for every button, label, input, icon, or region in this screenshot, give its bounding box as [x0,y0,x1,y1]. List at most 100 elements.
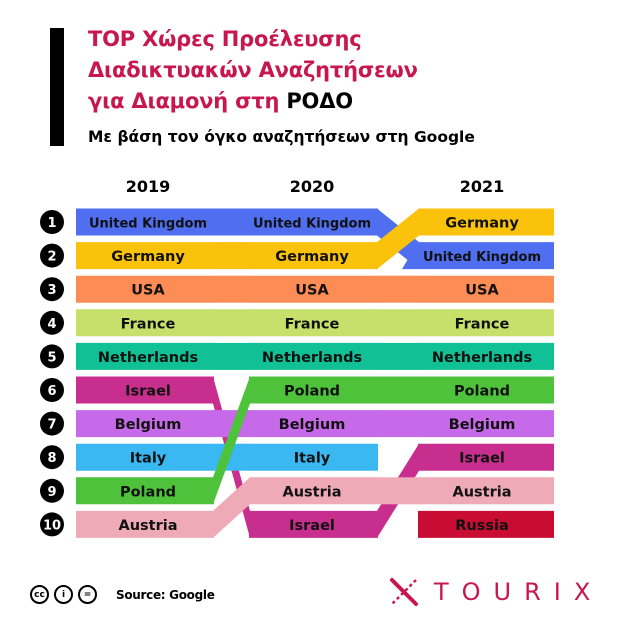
rank-label-3: 3 [47,283,56,298]
series-israel: Israel Israel Israel [76,376,554,538]
label-israel-2019: Israel [125,384,171,400]
title-line-2: Διαδικτυακών Αναζητήσεων [88,58,418,82]
label-italy-2019: Italy [130,451,167,467]
bar-usa-2021 [418,275,554,303]
brand-name: TOURIX [434,578,604,606]
chart-title: TOP Χώρες Προέλευσης Διαδικτυακών Αναζητ… [88,24,418,117]
rank-badge-4 [40,310,64,335]
connector-usa-0 [213,275,250,303]
connector-poland-1 [377,376,419,404]
chevron-united-kingdom-2021 [402,242,418,270]
rank-label-6: 6 [47,384,56,399]
bar-austria-2021 [418,477,554,505]
rank-badge-8 [40,445,64,470]
tourix-logo-icon [390,578,418,606]
year-label-2019: 2019 [126,177,171,196]
series-austria: Austria Austria Austria [76,477,554,538]
series-belgium: Belgium Belgium Belgium [76,410,554,438]
rank-badge-5 [40,344,64,369]
label-poland-2021: Poland [454,384,510,400]
bar-italy-2019 [76,443,214,471]
rank-label-4: 4 [47,317,56,332]
connector-netherlands-1 [377,342,419,370]
bar-usa-2020 [249,275,378,303]
bar-belgium-2021 [418,410,554,438]
label-italy-2020: Italy [294,451,331,467]
connector-austria-0 [213,477,250,538]
title-line-3-text: για Διαμονή στη [88,89,287,113]
label-poland-2019: Poland [120,484,176,500]
bar-israel-2021 [418,443,554,471]
label-belgium-2020: Belgium [279,417,346,433]
label-israel-2021: Israel [459,451,505,467]
connector-france-1 [377,309,419,337]
label-russia-2021: Russia [455,518,509,534]
series-united-kingdom: United Kingdom United Kingdom United Kingd… [76,208,554,270]
series-germany: Germany Germany Germany [76,208,554,270]
chevron-united-kingdom [376,208,392,236]
rank-badge-3 [40,277,64,302]
series-netherlands: Netherlands Netherlands Netherlands [76,342,554,370]
connector-netherlands-0 [213,342,250,370]
by-icon: i [54,585,73,604]
bar-france-2020 [249,309,378,337]
series-poland: Poland Poland Poland [76,376,554,505]
connector-germany-0 [213,242,250,270]
year-label-2021: 2021 [460,177,505,196]
bar-netherlands-2020 [249,342,378,370]
brand-logo: TOURIX [388,576,603,608]
title-accent-bar [50,28,64,146]
label-netherlands-2020: Netherlands [262,350,362,366]
title-line-1: TOP Χώρες Προέλευσης [88,27,362,51]
license-icons: cc i = [30,585,97,604]
label-germany-2019: Germany [111,249,185,265]
bar-united-kingdom-2021 [418,242,554,270]
bar-france-2021 [418,309,554,337]
label-united-kingdom-2021: United Kingdom [423,250,541,265]
cc-icon: cc [30,585,49,604]
rank-badge-6 [40,378,64,402]
rank-label-10: 10 [43,518,61,533]
label-belgium-2019: Belgium [115,417,182,433]
label-austria-2020: Austria [282,484,341,500]
label-germany-2020: Germany [275,249,349,265]
label-usa-2019: USA [131,283,165,299]
connector-germany-1 [377,208,419,270]
bar-usa-2019 [76,275,214,303]
nd-icon: = [78,585,97,604]
bar-germany-2019 [76,242,214,270]
connector-united-kingdom-0 [213,208,250,236]
label-united-kingdom-2019: United Kingdom [89,217,207,232]
bar-russia-2021 [418,510,554,538]
label-netherlands-2021: Netherlands [432,350,532,366]
bar-poland-2019 [76,477,214,505]
connector-belgium-1 [377,410,419,438]
title-line-3: για Διαμονή στη ΡΟΔΟ [88,86,418,117]
bar-united-kingdom-2019 [76,208,214,236]
series-usa: USA USA USA [76,275,554,303]
label-united-kingdom-2020: United Kingdom [253,217,371,232]
label-poland-2020: Poland [284,384,340,400]
series-france: France France France [76,309,554,337]
label-germany-2021: Germany [445,216,519,232]
bar-poland-2020 [249,376,378,404]
rank-label-2: 2 [47,250,56,265]
title-highlight: ΡΟΔΟ [286,89,353,113]
label-israel-2020: Israel [289,518,335,534]
connector-poland-0 [213,376,250,505]
label-usa-2021: USA [465,283,499,299]
bar-united-kingdom-2020 [249,208,378,236]
rank-label-7: 7 [47,418,56,433]
bar-belgium-2020 [249,410,378,438]
bar-germany-2020 [249,242,378,270]
label-france-2020: France [285,316,340,332]
rank-badge-1 [40,210,64,234]
label-austria-2021: Austria [452,484,511,500]
connector-usa-1 [377,275,419,303]
rank-badge-7 [40,411,64,436]
series-italy: Italy Italy [76,443,378,471]
label-france-2021: France [455,316,510,332]
bar-belgium-2019 [76,410,214,438]
rank-badge-10 [40,512,64,537]
bar-germany-2021 [418,208,554,236]
